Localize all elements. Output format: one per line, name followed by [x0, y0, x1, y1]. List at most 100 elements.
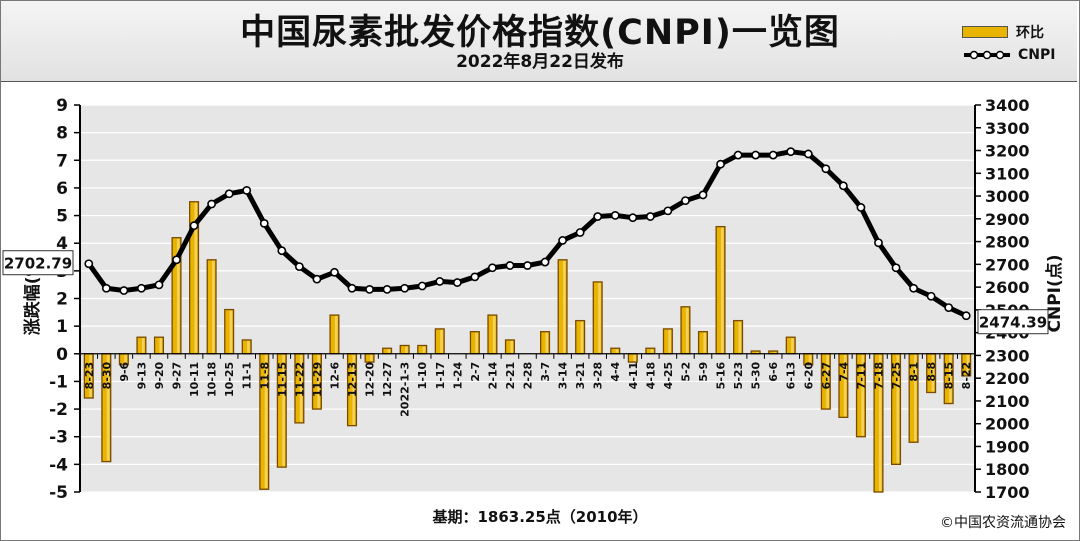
x-tick-label: 10-25 [223, 362, 236, 397]
left-tick-label: 7 [56, 151, 68, 171]
right-tick-label: 2200 [985, 369, 1030, 388]
bar-highlight [264, 354, 268, 489]
bar-highlight [720, 227, 724, 353]
cnpi-point [259, 218, 269, 228]
x-tick-label: 6-20 [802, 361, 815, 389]
bar-highlight [598, 282, 601, 353]
left-tick-label: 8 [56, 124, 68, 144]
right-tick-label: 2100 [985, 392, 1030, 411]
x-tick-label: 7-4 [837, 361, 850, 381]
x-tick-label: 11-15 [276, 362, 289, 397]
bar-highlight [756, 352, 759, 353]
left-tick-label: 5 [56, 207, 68, 227]
chart-subtitle: 2022年8月22日发布 [456, 52, 624, 72]
bar-highlight [352, 354, 356, 425]
base-period-note: 基期：1863.25点（2010年） [432, 508, 648, 526]
cnpi-point [312, 274, 322, 284]
bar-highlight [949, 354, 952, 403]
bar-highlight [685, 307, 689, 353]
x-tick-label: 1-24 [451, 361, 464, 389]
bar-highlight [334, 316, 338, 353]
annotations: 2702.79 2474.39 [2, 250, 1049, 335]
bar [592, 281, 603, 355]
bar [575, 319, 586, 355]
copyright-note: ©中国农资流通协会 [940, 515, 1066, 531]
right-tick-label: 3000 [985, 187, 1030, 206]
cnpi-point [382, 284, 392, 294]
x-tick-label: 3-7 [539, 362, 552, 382]
right-tick-label: 2300 [985, 346, 1030, 365]
left-tick-label: -5 [49, 483, 68, 503]
bar-highlight [510, 340, 514, 353]
bar-highlight [317, 354, 320, 409]
cnpi-point [751, 150, 761, 160]
cnpi-point [417, 281, 427, 291]
bar [627, 353, 638, 363]
cnpi-point [628, 213, 638, 223]
bar-highlight [773, 352, 777, 353]
x-tick-label: 8-30 [100, 361, 113, 389]
cnpi-point [189, 221, 199, 231]
bar [540, 331, 551, 355]
left-tick-label: 2 [56, 290, 68, 310]
bar [662, 328, 673, 355]
bar-highlight [914, 354, 917, 442]
bar [557, 259, 568, 355]
cnpi-point [838, 181, 848, 191]
cnpi-point [400, 283, 410, 293]
x-tick-label: 4-25 [662, 362, 675, 390]
cnpi-point [294, 262, 304, 272]
legend-line-swatch [964, 50, 1010, 60]
cnpi-point [277, 246, 287, 256]
bar [680, 306, 691, 355]
x-tick-label: 8-23 [83, 362, 96, 390]
bar-highlight [563, 260, 566, 353]
right-tick-label: 3100 [985, 164, 1030, 183]
right-tick-label: 2600 [985, 278, 1030, 297]
x-tick-label: 2-28 [522, 362, 535, 390]
bar-highlight [580, 321, 584, 353]
bar-highlight [826, 354, 829, 409]
cnpi-point [470, 272, 480, 282]
bar-highlight [282, 354, 285, 467]
bar-highlight [791, 338, 794, 353]
bar [469, 331, 480, 355]
header-band [1, 1, 1077, 82]
right-tick-label: 2800 [985, 233, 1030, 252]
legend-bar-item: 环比 [962, 22, 1044, 42]
x-tick-label: 6-27 [820, 362, 833, 390]
x-tick-label: 7-25 [890, 362, 903, 390]
x-tick-label: 9-27 [171, 362, 184, 390]
cnpi-point [856, 203, 866, 212]
cnpi-point [874, 238, 883, 248]
legend-bar-label: 环比 [1016, 25, 1044, 41]
bar-highlight [896, 354, 900, 464]
cnpi-point [523, 261, 532, 270]
x-tick-labels: 8-23 8-30 9-6 9-13 9-20 9-27 10-11 10-18 10-25 11… [83, 361, 973, 416]
x-tick-label: 5-2 [679, 362, 692, 382]
right-tick-label: 1800 [985, 460, 1030, 479]
cnpi-point [803, 149, 813, 159]
bar-highlight [545, 332, 549, 353]
bar [610, 347, 621, 355]
legend-line-item: CNPI [962, 47, 1055, 63]
bar-highlight [878, 354, 882, 491]
cnpi-point [821, 164, 831, 174]
bar-highlight [387, 349, 391, 353]
cnpi-point [224, 189, 234, 199]
x-tick-label: 6-13 [785, 362, 798, 390]
bar [399, 344, 410, 355]
bar-highlight [738, 321, 742, 353]
x-tick-label: 11-8 [258, 362, 271, 390]
x-tick-label: 12-20 [364, 361, 377, 397]
x-tick-label: 5-30 [750, 361, 763, 389]
bar-highlight [440, 329, 443, 353]
bar [715, 225, 726, 355]
cnpi-point [452, 278, 462, 287]
x-tick-label: 4-11 [627, 362, 640, 390]
bar-highlight [808, 354, 812, 364]
x-tick-label: 8-8 [925, 362, 938, 382]
bar-highlight [650, 349, 654, 353]
bar [645, 347, 656, 355]
bar-highlight [633, 354, 636, 362]
